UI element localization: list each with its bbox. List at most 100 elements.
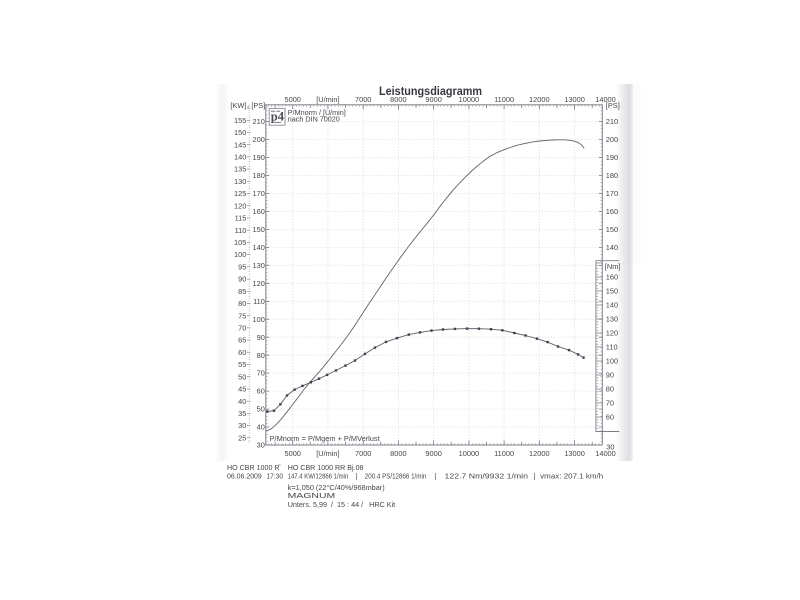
svg-text:vmax: 207.1 km/h: vmax: 207.1 km/h bbox=[540, 472, 603, 481]
svg-text:122.7 Nm/9932 1/min: 122.7 Nm/9932 1/min bbox=[445, 472, 529, 481]
svg-text:~: ~ bbox=[278, 463, 281, 469]
svg-text:12000: 12000 bbox=[529, 449, 550, 458]
svg-text:160: 160 bbox=[253, 207, 265, 216]
svg-text:11000: 11000 bbox=[494, 95, 514, 104]
svg-text:90: 90 bbox=[257, 333, 265, 342]
svg-text:150: 150 bbox=[606, 287, 618, 296]
svg-text:110: 110 bbox=[235, 226, 247, 235]
svg-text:150: 150 bbox=[234, 128, 246, 137]
svg-text:190: 190 bbox=[606, 153, 618, 162]
svg-text:180: 180 bbox=[253, 171, 265, 180]
svg-text:HO CBR 1000 RR Bj.08: HO CBR 1000 RR Bj.08 bbox=[288, 463, 364, 472]
svg-text:150: 150 bbox=[253, 225, 265, 234]
svg-text:5000: 5000 bbox=[284, 95, 300, 104]
svg-text:25: 25 bbox=[238, 433, 246, 442]
svg-text:210: 210 bbox=[253, 117, 265, 126]
svg-text:80: 80 bbox=[238, 299, 246, 308]
svg-text:170: 170 bbox=[606, 189, 618, 198]
svg-text:50: 50 bbox=[238, 372, 246, 381]
svg-text:HO CBR 1000 R: HO CBR 1000 R bbox=[227, 463, 280, 472]
svg-text:130: 130 bbox=[253, 261, 265, 270]
svg-text:75: 75 bbox=[238, 311, 246, 320]
svg-text:60: 60 bbox=[257, 387, 265, 396]
svg-text:60: 60 bbox=[238, 348, 246, 357]
svg-text:[PS]: [PS] bbox=[606, 101, 620, 110]
svg-text:10000: 10000 bbox=[459, 95, 480, 104]
svg-text:55: 55 bbox=[238, 360, 246, 369]
svg-text:nach DIN 70020: nach DIN 70020 bbox=[288, 114, 340, 123]
svg-text:130: 130 bbox=[606, 315, 618, 324]
svg-text:170: 170 bbox=[253, 189, 265, 198]
svg-text:200.4 PS/12866 1/min: 200.4 PS/12866 1/min bbox=[365, 472, 427, 481]
svg-text:17:30: 17:30 bbox=[267, 472, 284, 481]
svg-text:[U/min]: [U/min] bbox=[316, 95, 339, 104]
svg-text:P/Mnorm / [U/min]: P/Mnorm / [U/min] bbox=[288, 108, 346, 117]
svg-text:|: | bbox=[534, 472, 536, 481]
svg-text:k=1,050 (22°C/40%/968mbar): k=1,050 (22°C/40%/968mbar) bbox=[288, 483, 385, 492]
svg-text:130: 130 bbox=[234, 177, 246, 186]
svg-text:110: 110 bbox=[253, 297, 265, 306]
svg-text:155: 155 bbox=[234, 116, 246, 125]
svg-text:50: 50 bbox=[257, 405, 265, 414]
svg-text:110: 110 bbox=[606, 343, 618, 352]
svg-text:85: 85 bbox=[238, 287, 246, 296]
svg-text:7000: 7000 bbox=[355, 95, 371, 104]
svg-text:160: 160 bbox=[606, 273, 618, 282]
svg-text:65: 65 bbox=[238, 336, 246, 345]
svg-text:30: 30 bbox=[606, 443, 614, 452]
svg-text:70: 70 bbox=[606, 399, 614, 408]
svg-text:p4: p4 bbox=[271, 110, 285, 124]
svg-text:13000: 13000 bbox=[564, 449, 585, 458]
svg-text:95: 95 bbox=[238, 262, 246, 271]
svg-text:30: 30 bbox=[238, 421, 246, 430]
svg-text:125: 125 bbox=[234, 189, 246, 198]
svg-text:115: 115 bbox=[235, 214, 247, 223]
svg-text:9000: 9000 bbox=[425, 449, 441, 458]
svg-text:40: 40 bbox=[238, 397, 246, 406]
svg-text:14000: 14000 bbox=[595, 449, 616, 458]
svg-text:40: 40 bbox=[257, 423, 265, 432]
svg-text:180: 180 bbox=[606, 171, 618, 180]
svg-text:9000: 9000 bbox=[425, 95, 441, 104]
svg-text:100: 100 bbox=[606, 357, 618, 366]
svg-text:90: 90 bbox=[606, 371, 614, 380]
svg-text:06.06.2009: 06.06.2009 bbox=[227, 472, 262, 481]
svg-text:[U/min]: [U/min] bbox=[316, 449, 339, 458]
svg-text:7000: 7000 bbox=[355, 449, 371, 458]
svg-text:160: 160 bbox=[606, 207, 618, 216]
svg-text:105: 105 bbox=[234, 238, 246, 247]
svg-text:90: 90 bbox=[238, 275, 246, 284]
svg-text:120: 120 bbox=[234, 201, 246, 210]
svg-text:120: 120 bbox=[606, 329, 618, 338]
svg-text:35: 35 bbox=[238, 409, 246, 418]
svg-text:30: 30 bbox=[257, 441, 265, 450]
svg-text:70: 70 bbox=[257, 369, 265, 378]
svg-text:210: 210 bbox=[606, 117, 618, 126]
svg-text:12000: 12000 bbox=[529, 95, 550, 104]
svg-text:135: 135 bbox=[234, 165, 246, 174]
svg-text:190: 190 bbox=[253, 153, 265, 162]
svg-text:70: 70 bbox=[238, 324, 246, 333]
svg-text:[Nm]: [Nm] bbox=[605, 262, 621, 271]
svg-text:100: 100 bbox=[234, 250, 246, 259]
svg-text:140: 140 bbox=[606, 301, 618, 310]
svg-text:60: 60 bbox=[606, 413, 614, 422]
svg-text:14000: 14000 bbox=[595, 95, 616, 104]
svg-text:140: 140 bbox=[606, 243, 618, 252]
svg-text:[PS]: [PS] bbox=[251, 101, 265, 110]
svg-text:80: 80 bbox=[606, 385, 614, 394]
svg-text:120: 120 bbox=[253, 279, 265, 288]
svg-text:10000: 10000 bbox=[459, 449, 480, 458]
svg-text:45: 45 bbox=[238, 385, 246, 394]
svg-text:145: 145 bbox=[234, 140, 246, 149]
svg-text:11000: 11000 bbox=[494, 449, 514, 458]
svg-text:200: 200 bbox=[606, 135, 618, 144]
svg-text:200: 200 bbox=[253, 135, 265, 144]
svg-text:8000: 8000 bbox=[390, 449, 406, 458]
svg-text:147.4 KW/12866 1/min: 147.4 KW/12866 1/min bbox=[288, 472, 349, 481]
svg-text:140: 140 bbox=[234, 153, 246, 162]
svg-text:5000: 5000 bbox=[284, 449, 300, 458]
svg-text:80: 80 bbox=[257, 351, 265, 360]
svg-text:100: 100 bbox=[253, 315, 265, 324]
svg-text:Unters. 5,99 / 15 : 44 / H: Unters. 5,99 / 15 : 44 / HRC Kit bbox=[288, 500, 396, 509]
